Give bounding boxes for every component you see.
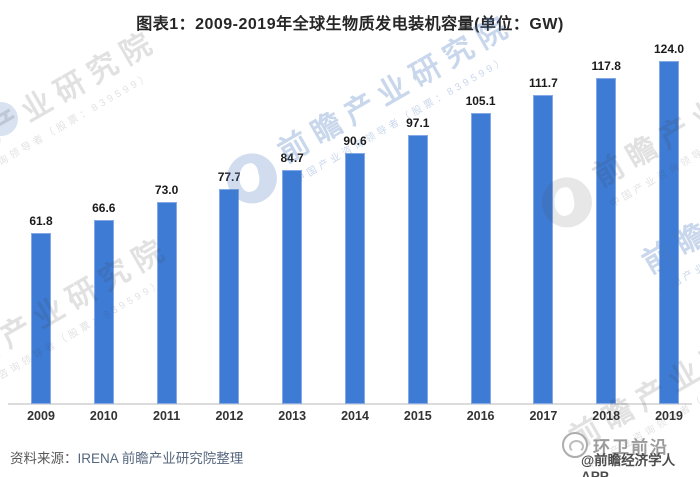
bar — [659, 61, 679, 404]
x-tick-label: 2013 — [278, 409, 307, 423]
x-axis-line — [8, 403, 692, 405]
x-tick-label: 2011 — [153, 409, 181, 423]
bar — [156, 202, 177, 404]
bar-value-label: 73.0 — [154, 183, 179, 197]
x-tick-label: 2015 — [403, 409, 432, 423]
bar-value-label: 77.7 — [217, 170, 242, 184]
bar — [345, 153, 365, 404]
bar-value-label: 124.0 — [653, 42, 685, 56]
bar-value-label: 61.8 — [29, 214, 53, 228]
wechat-account-name: 环卫前沿 — [593, 437, 669, 457]
bar — [407, 135, 428, 404]
source-line: 资料来源：IRENA 前瞻产业研究院整理 — [10, 447, 243, 467]
x-tick-label: 2010 — [89, 409, 118, 423]
x-tick-label: 2018 — [592, 409, 621, 423]
bar-value-label: 111.7 — [529, 76, 558, 90]
credit-line: @前瞻经济学人APP — [581, 453, 676, 477]
wechat-account-logo-icon — [562, 432, 588, 458]
bar — [596, 78, 617, 404]
x-tick-label: 2014 — [341, 409, 369, 423]
bar — [282, 170, 303, 404]
bar-value-label: 90.6 — [343, 134, 367, 148]
bar-value-label: 66.6 — [92, 201, 116, 215]
bar-value-label: 97.1 — [406, 116, 430, 130]
bar — [93, 220, 114, 404]
bar — [470, 113, 491, 404]
x-tick-label: 2017 — [529, 409, 558, 423]
source-text: IRENA 前瞻产业研究院整理 — [77, 451, 244, 466]
chart-title: 图表1：2009-2019年全球生物质发电装机容量(单位：GW) — [136, 16, 564, 33]
x-tick-label: 2009 — [27, 409, 55, 423]
wechat-watermark: 环卫前沿 — [562, 432, 669, 458]
source-prefix: 资料来源： — [10, 451, 78, 466]
x-tick-label: 2019 — [655, 409, 683, 423]
bar-value-label: 105.1 — [465, 94, 496, 108]
bar — [219, 189, 240, 404]
bar — [31, 233, 51, 404]
bar — [533, 95, 554, 404]
x-tick-label: 2012 — [215, 409, 244, 423]
bar-value-label: 117.8 — [591, 59, 621, 73]
x-tick-label: 2016 — [466, 409, 495, 423]
bar-value-label: 84.7 — [280, 151, 304, 165]
